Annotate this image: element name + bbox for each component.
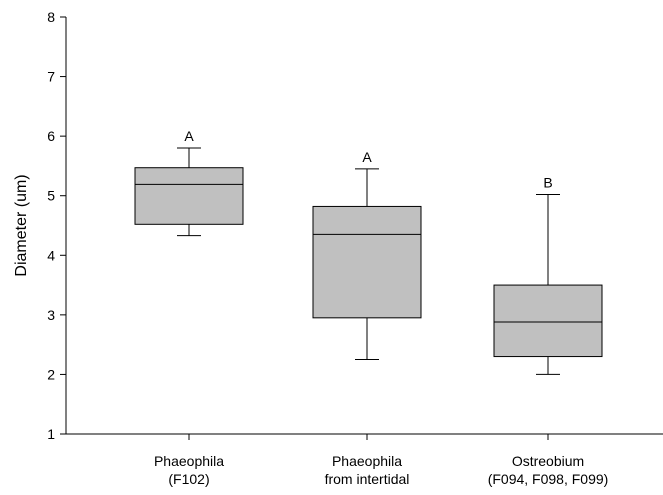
y-tick-label: 4 bbox=[47, 247, 55, 263]
significance-letter: A bbox=[362, 149, 372, 165]
x-category-label: Phaeophila bbox=[332, 453, 402, 469]
x-category-label: Ostreobium bbox=[512, 453, 584, 469]
x-category-labels: Phaeophila (F102) Phaeophila from intertida… bbox=[154, 434, 608, 487]
y-tick-label: 3 bbox=[47, 307, 55, 323]
x-category-label: from intertidal bbox=[325, 471, 410, 487]
box-group: B bbox=[493, 175, 603, 375]
boxes: A A B bbox=[134, 128, 603, 375]
box-group: A bbox=[312, 149, 422, 361]
y-tick-label: 5 bbox=[47, 188, 55, 204]
y-axis-label: Diameter (um) bbox=[13, 174, 30, 276]
significance-letter: A bbox=[184, 128, 194, 144]
iqr-box bbox=[134, 167, 244, 225]
y-tick-label: 1 bbox=[47, 426, 55, 442]
x-category-label: (F102) bbox=[168, 471, 209, 487]
y-ticks: 1 2 3 4 5 6 7 8 bbox=[47, 9, 66, 442]
significance-letter: B bbox=[543, 175, 552, 191]
y-tick-label: 8 bbox=[47, 9, 55, 25]
x-category-label: (F094, F098, F099) bbox=[488, 471, 609, 487]
y-tick-label: 2 bbox=[47, 366, 55, 382]
box-group: A bbox=[134, 128, 244, 237]
y-tick-label: 6 bbox=[47, 128, 55, 144]
y-tick-label: 7 bbox=[47, 69, 55, 85]
x-category-label: Phaeophila bbox=[154, 453, 224, 469]
iqr-box bbox=[312, 205, 422, 319]
iqr-box bbox=[493, 284, 603, 358]
